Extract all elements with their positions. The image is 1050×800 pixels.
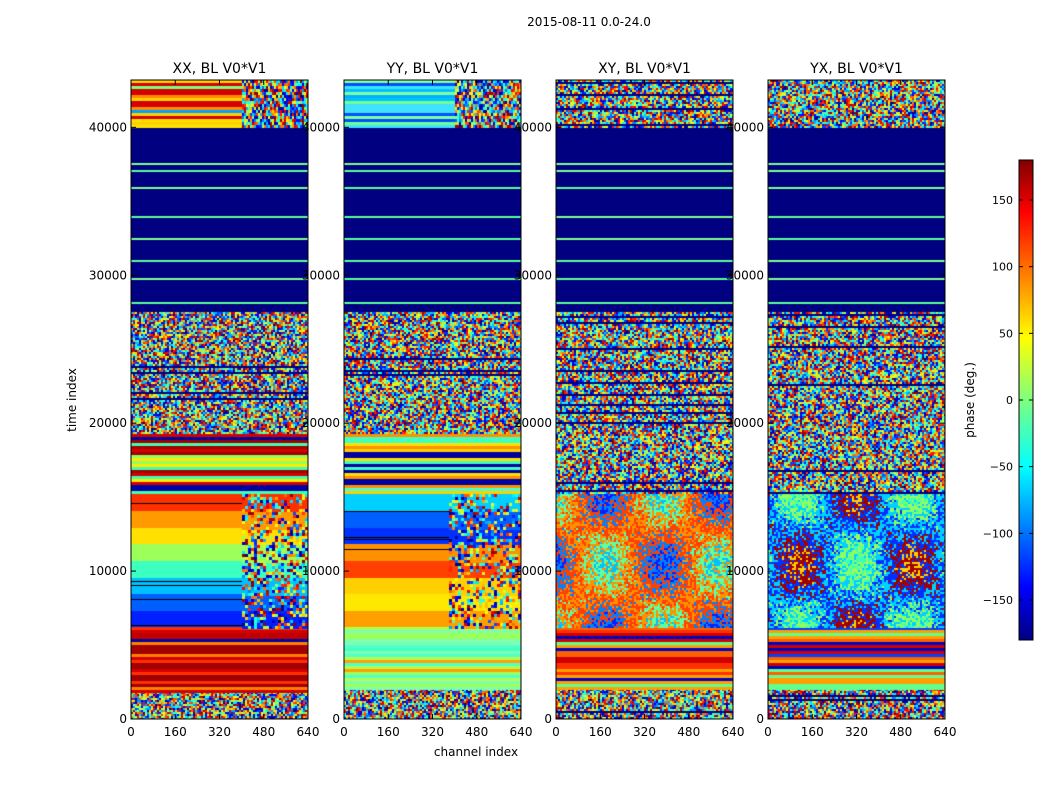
x-tick-label: 640 bbox=[297, 725, 320, 739]
x-tick-label: 0 bbox=[127, 725, 135, 739]
x-axis-label: channel index bbox=[434, 745, 518, 759]
y-tick-label: 20000 bbox=[89, 416, 127, 430]
y-tick-label: 20000 bbox=[514, 416, 552, 430]
y-tick-label: 40000 bbox=[89, 120, 127, 134]
y-tick-label: 20000 bbox=[726, 416, 764, 430]
y-axis-label: time index bbox=[65, 368, 79, 432]
y-tick-label: 30000 bbox=[89, 268, 127, 282]
x-tick-label: 320 bbox=[633, 725, 656, 739]
x-tick-label: 640 bbox=[722, 725, 745, 739]
panel-title-1: YY, BL V0*V1 bbox=[386, 61, 479, 77]
colorbar-tick-label: 50 bbox=[999, 327, 1013, 340]
y-tick-label: 40000 bbox=[302, 120, 340, 134]
y-tick-label: 10000 bbox=[514, 564, 552, 578]
x-tick-label: 640 bbox=[934, 725, 957, 739]
panel-1: YY, BL V0*V1 0 160 320 480 640 0 10000 20000 3000… bbox=[302, 61, 533, 739]
colorbar-tick-label: 150 bbox=[992, 194, 1013, 207]
colorbar-tick-label: −50 bbox=[990, 461, 1013, 474]
y-tick-label: 10000 bbox=[302, 564, 340, 578]
y-tick-label: 0 bbox=[544, 712, 552, 726]
x-tick-label: 320 bbox=[845, 725, 868, 739]
x-tick-label: 160 bbox=[801, 725, 824, 739]
colorbar-tick-label: −100 bbox=[983, 527, 1013, 540]
panel-0: XX, BL V0*V1 0 160 320 480 640 0 10000 20000 3000… bbox=[89, 61, 320, 739]
x-tick-label: 0 bbox=[552, 725, 560, 739]
y-tick-label: 40000 bbox=[514, 120, 552, 134]
colorbar-label: phase (deg.) bbox=[963, 362, 977, 438]
phase-image-3 bbox=[768, 80, 945, 719]
phase-image-1 bbox=[344, 80, 521, 719]
y-tick-label: 10000 bbox=[726, 564, 764, 578]
colorbar-tick-label: −150 bbox=[983, 594, 1013, 607]
x-tick-label: 320 bbox=[421, 725, 444, 739]
x-tick-label: 320 bbox=[208, 725, 231, 739]
x-tick-label: 0 bbox=[340, 725, 348, 739]
panel-group: XX, BL V0*V1 0 160 320 480 640 0 10000 20000 3000… bbox=[89, 61, 957, 739]
panel-title-2: XY, BL V0*V1 bbox=[598, 61, 691, 77]
y-tick-label: 10000 bbox=[89, 564, 127, 578]
y-tick-label: 0 bbox=[756, 712, 764, 726]
colorbar-tick-label: 100 bbox=[992, 261, 1013, 274]
x-tick-label: 480 bbox=[465, 725, 488, 739]
phase-image-0 bbox=[131, 80, 308, 719]
y-tick-label: 30000 bbox=[302, 268, 340, 282]
y-tick-label: 20000 bbox=[302, 416, 340, 430]
y-tick-label: 30000 bbox=[514, 268, 552, 282]
x-tick-label: 160 bbox=[377, 725, 400, 739]
colorbar-tick-label: 0 bbox=[1006, 394, 1013, 407]
panel-title-0: XX, BL V0*V1 bbox=[173, 61, 267, 77]
x-tick-label: 160 bbox=[589, 725, 612, 739]
x-tick-label: 480 bbox=[252, 725, 275, 739]
x-tick-label: 640 bbox=[510, 725, 533, 739]
panel-2: XY, BL V0*V1 0 160 320 480 640 0 10000 20000 3000… bbox=[514, 61, 745, 739]
colorbar-ticks: −150 −100 −50 0 50 100 150 bbox=[983, 194, 1033, 607]
y-tick-label: 30000 bbox=[726, 268, 764, 282]
y-tick-label: 0 bbox=[332, 712, 340, 726]
colorbar: −150 −100 −50 0 50 100 150 phase (deg.) bbox=[963, 159, 1034, 641]
panel-3: YX, BL V0*V1 0 160 320 480 640 0 10000 20000 3000… bbox=[726, 61, 957, 739]
phase-image-2 bbox=[556, 80, 733, 719]
x-tick-label: 0 bbox=[764, 725, 772, 739]
x-tick-label: 160 bbox=[164, 725, 187, 739]
x-tick-label: 480 bbox=[889, 725, 912, 739]
figure-suptitle: 2015-08-11 0.0-24.0 bbox=[527, 15, 651, 29]
y-tick-label: 40000 bbox=[726, 120, 764, 134]
y-tick-label: 0 bbox=[119, 712, 127, 726]
panel-title-3: YX, BL V0*V1 bbox=[809, 61, 903, 77]
x-tick-label: 480 bbox=[677, 725, 700, 739]
